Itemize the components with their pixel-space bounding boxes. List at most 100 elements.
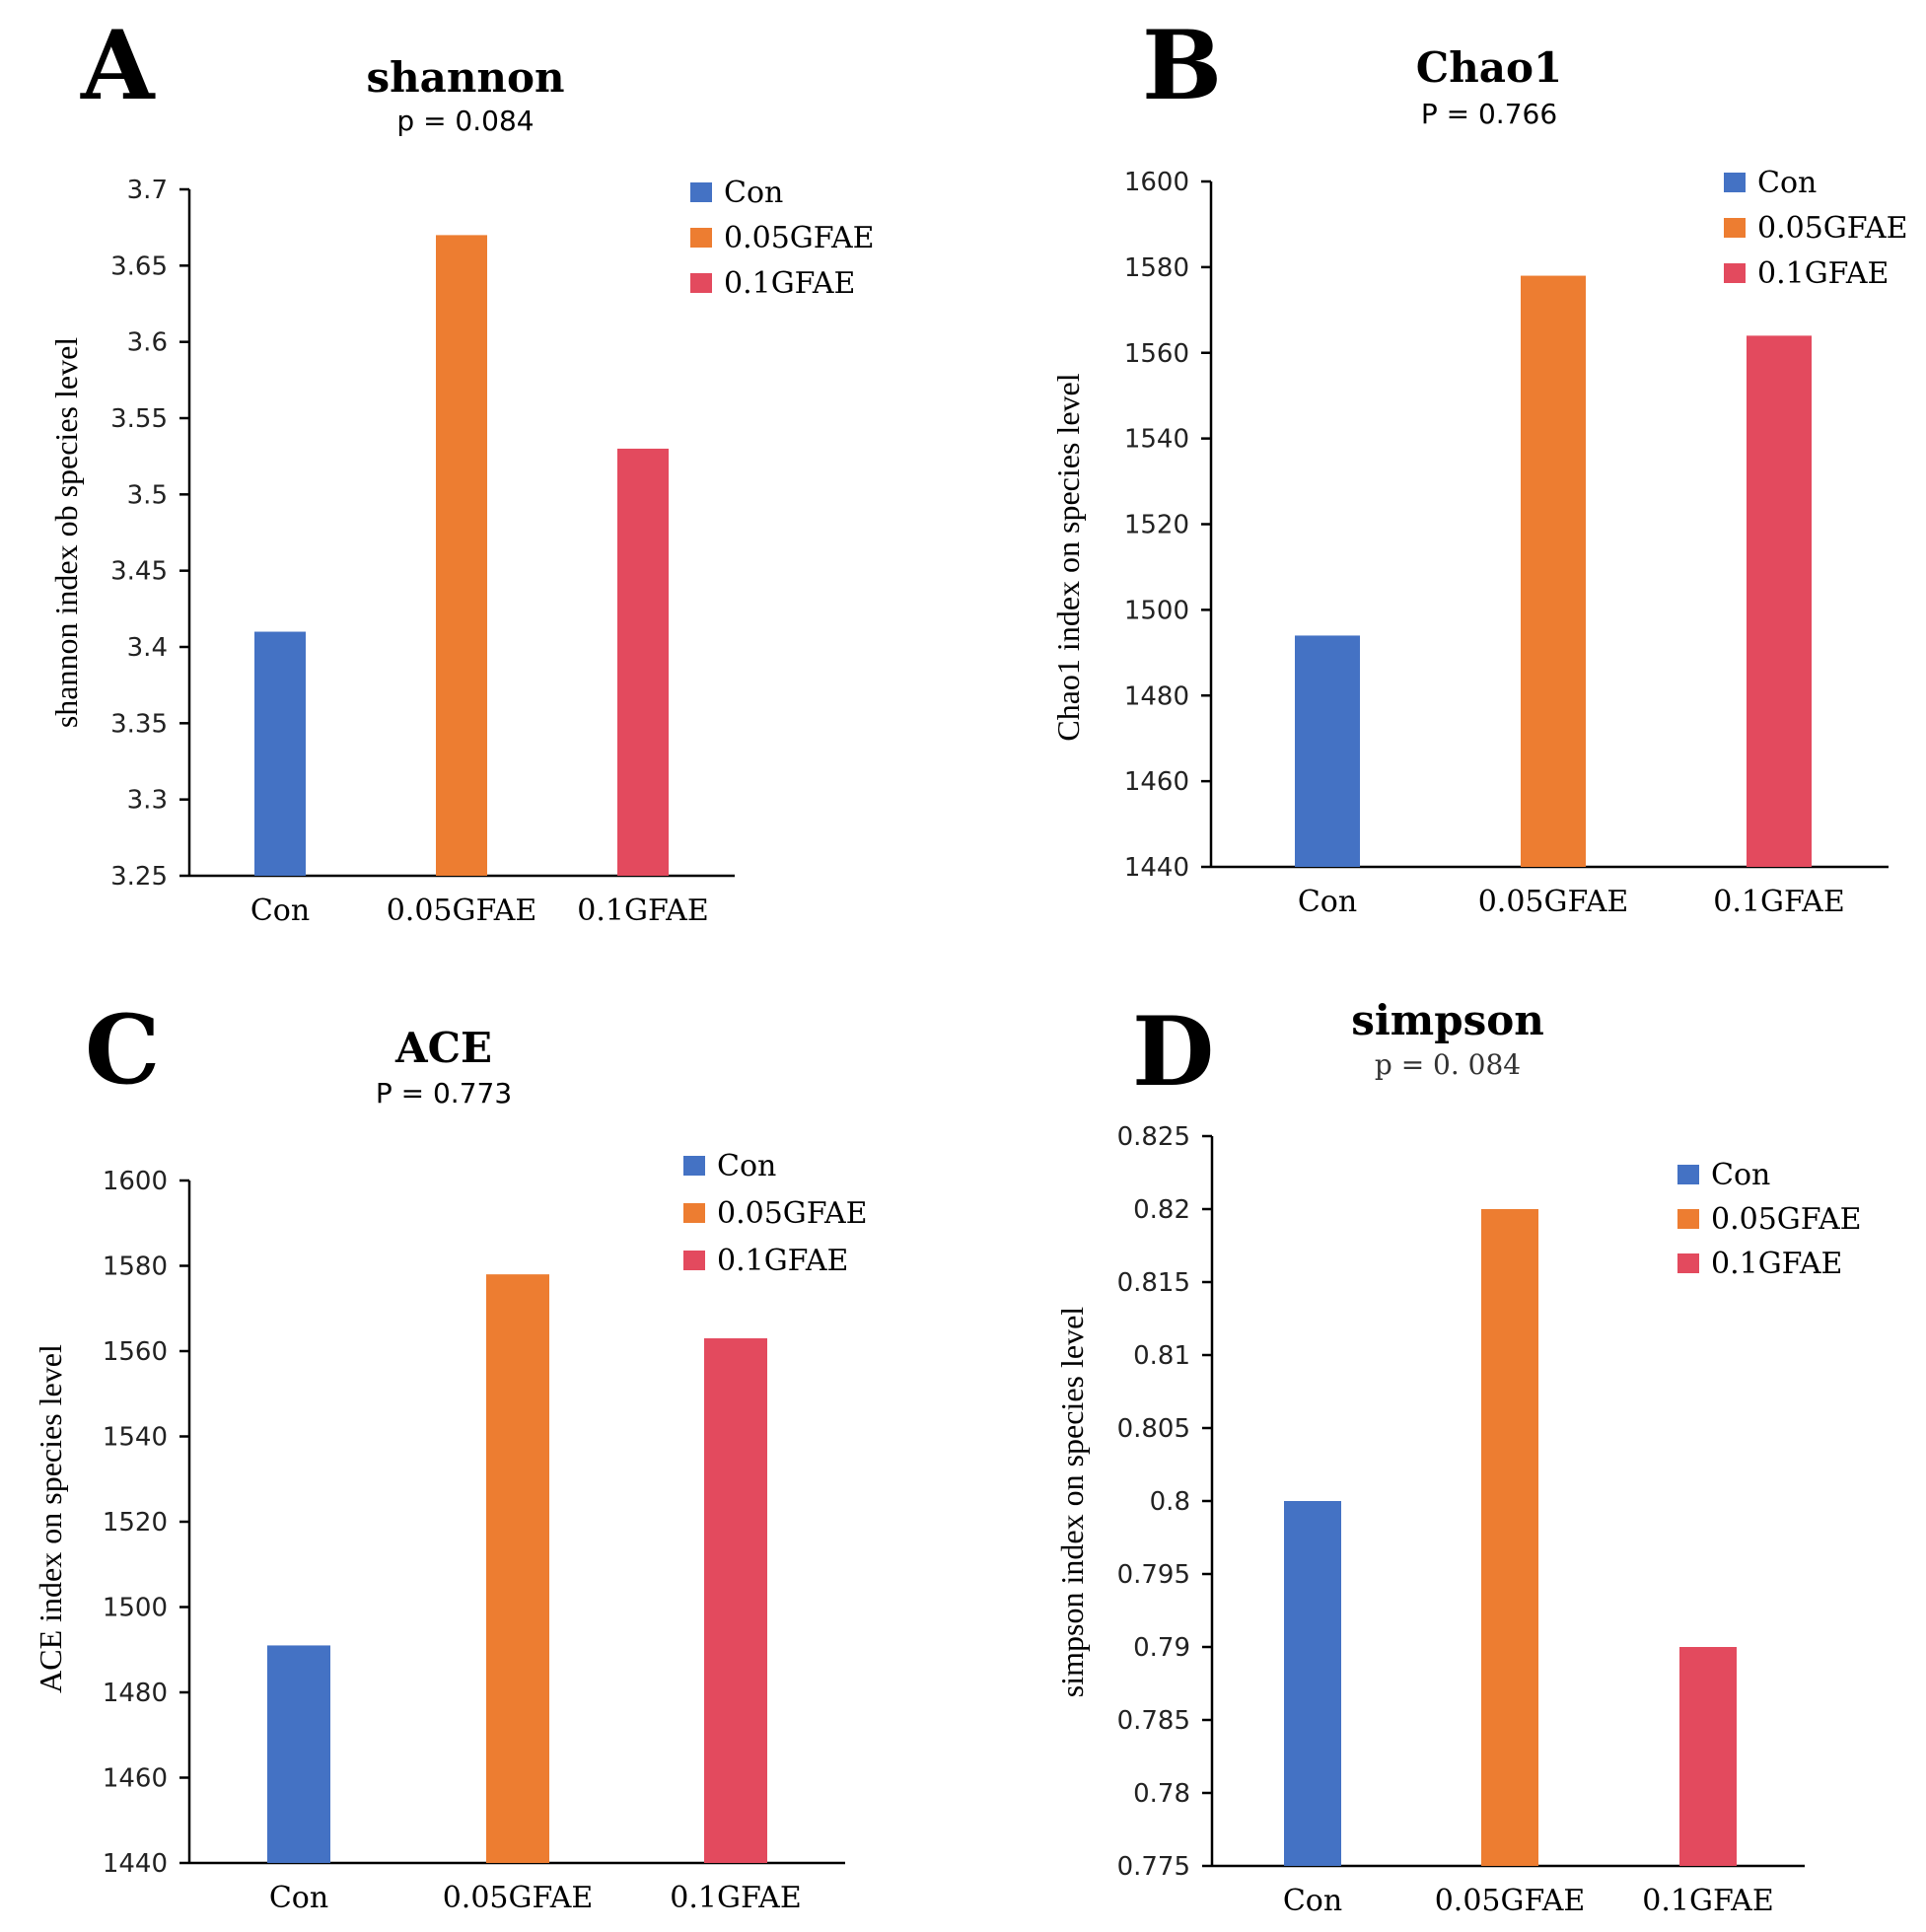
legend-swatch [690, 228, 712, 248]
p-value: p = 0. 084 [1375, 1048, 1521, 1081]
p-value: p = 0.084 [396, 105, 534, 137]
y-tick-label: 1480 [103, 1679, 168, 1708]
p-value: P = 0.773 [376, 1077, 512, 1109]
bar-con [267, 1645, 330, 1863]
legend-label: 0.05GFAE [1711, 1202, 1862, 1237]
bar-01gfae [617, 448, 669, 876]
y-tick-label: 0.805 [1117, 1414, 1190, 1444]
bar-con [1295, 635, 1360, 867]
y-tick-label: 3.55 [110, 404, 168, 434]
panel-d: D simpson p = 0. 084 simpson index on sp… [1054, 996, 1862, 1918]
x-tick-label: 0.05GFAE [387, 894, 537, 928]
bar-005gfae [486, 1274, 549, 1863]
chart-title: simpson [1351, 996, 1544, 1044]
legend-label: Con [1757, 166, 1817, 200]
y-tick-label: 0.81 [1133, 1341, 1190, 1371]
bar-01gfae [1747, 335, 1812, 867]
y-tick-label: 1540 [1124, 425, 1189, 455]
panel-letter: A [80, 10, 156, 121]
y-tick-label: 0.79 [1133, 1633, 1190, 1663]
plot-area: 1600 1580 1560 1540 1520 1500 1480 1460 1440 Con 0… [1124, 166, 1908, 919]
y-tick-label: 0.825 [1117, 1122, 1190, 1152]
y-tick-label: 0.82 [1133, 1195, 1190, 1225]
y-axis-label: shannon index ob species level [48, 337, 84, 728]
y-tick-label: 0.795 [1117, 1560, 1190, 1590]
chart-title: Chao1 [1416, 43, 1562, 92]
x-tick-label: 0.05GFAE [1478, 885, 1629, 919]
y-tick-label: 1540 [103, 1423, 168, 1453]
y-tick-label: 1520 [1124, 511, 1189, 540]
bar-con [1284, 1501, 1341, 1866]
panel-a: A shannon p = 0.084 shannon index ob spe… [48, 10, 875, 928]
legend-swatch [690, 273, 712, 293]
plot-area: 0.825 0.82 0.815 0.81 0.805 0.8 0.795 0.79 0.785… [1117, 1122, 1862, 1918]
x-tick-label: 0.05GFAE [443, 1881, 594, 1915]
y-tick-label: 1460 [1124, 767, 1189, 797]
y-tick-label: 3.25 [110, 862, 168, 892]
legend-label: Con [717, 1149, 776, 1183]
panel-b: B Chao1 P = 0.766 Chao1 index on species… [1050, 10, 1908, 919]
legend-swatch [683, 1156, 705, 1176]
bar-con [254, 631, 306, 876]
y-axis-label: simpson index on species level [1054, 1307, 1090, 1697]
x-tick-label: 0.1GFAE [1642, 1884, 1773, 1918]
x-tick-label: 0.1GFAE [1713, 885, 1844, 919]
y-axis-label: Chao1 index on species level [1050, 373, 1086, 741]
plot-area: 3.7 3.65 3.6 3.55 3.5 3.45 3.4 3.35 3.3 3.25 Con 0.… [110, 176, 874, 928]
y-tick-label: 3.3 [127, 786, 168, 816]
panel-letter: D [1132, 996, 1214, 1108]
legend-label: Con [1711, 1158, 1770, 1192]
x-tick-label: Con [1283, 1884, 1342, 1918]
legend-swatch [1724, 173, 1746, 192]
legend-swatch [683, 1203, 705, 1223]
y-tick-label: 1580 [1124, 253, 1189, 283]
legend-swatch [1677, 1253, 1699, 1273]
legend-label: Con [724, 176, 783, 210]
legend-label: 0.1GFAE [717, 1244, 848, 1278]
y-tick-label: 1560 [103, 1337, 168, 1367]
legend-label: 0.05GFAE [1757, 211, 1908, 246]
chart-title: shannon [366, 53, 564, 102]
legend-label: 0.1GFAE [724, 266, 855, 301]
y-tick-label: 3.7 [127, 176, 168, 205]
y-axis-label: ACE index on species level [33, 1344, 68, 1693]
y-tick-label: 1440 [1124, 853, 1189, 883]
x-tick-label: Con [1298, 885, 1357, 919]
legend-swatch [1724, 218, 1746, 238]
x-tick-label: Con [250, 894, 310, 928]
bar-005gfae [1521, 275, 1586, 867]
y-tick-label: 0.815 [1117, 1268, 1190, 1298]
panel-letter: B [1142, 10, 1222, 121]
y-tick-label: 1440 [103, 1849, 168, 1879]
y-tick-label: 1600 [1124, 168, 1189, 197]
legend-label: 0.1GFAE [1711, 1247, 1842, 1281]
legend-swatch [1677, 1209, 1699, 1229]
y-tick-label: 0.785 [1117, 1706, 1190, 1736]
legend-label: 0.05GFAE [717, 1196, 868, 1231]
chart-title: ACE [394, 1024, 492, 1072]
legend-swatch [1724, 263, 1746, 283]
legend-swatch [683, 1251, 705, 1270]
panel-letter: C [85, 994, 160, 1106]
y-tick-label: 1460 [103, 1764, 168, 1794]
bar-01gfae [704, 1338, 767, 1863]
x-tick-label: 0.1GFAE [577, 894, 708, 928]
y-tick-label: 3.45 [110, 557, 168, 587]
legend-swatch [1677, 1165, 1699, 1184]
y-tick-label: 3.4 [127, 633, 168, 663]
y-tick-label: 0.8 [1150, 1487, 1190, 1517]
y-tick-label: 1480 [1124, 681, 1189, 711]
y-tick-label: 1580 [103, 1252, 168, 1282]
x-tick-label: 0.05GFAE [1435, 1884, 1586, 1918]
bar-005gfae [436, 235, 487, 876]
y-tick-label: 3.6 [127, 328, 168, 358]
p-value: P = 0.766 [1421, 98, 1557, 130]
legend-label: 0.1GFAE [1757, 256, 1889, 291]
y-tick-label: 3.5 [127, 480, 168, 510]
y-tick-label: 0.775 [1117, 1852, 1190, 1882]
y-tick-label: 1500 [103, 1594, 168, 1623]
panel-c: C ACE P = 0.773 ACE index on species lev… [33, 994, 868, 1915]
y-tick-label: 0.78 [1133, 1779, 1190, 1809]
y-tick-label: 3.35 [110, 709, 168, 739]
